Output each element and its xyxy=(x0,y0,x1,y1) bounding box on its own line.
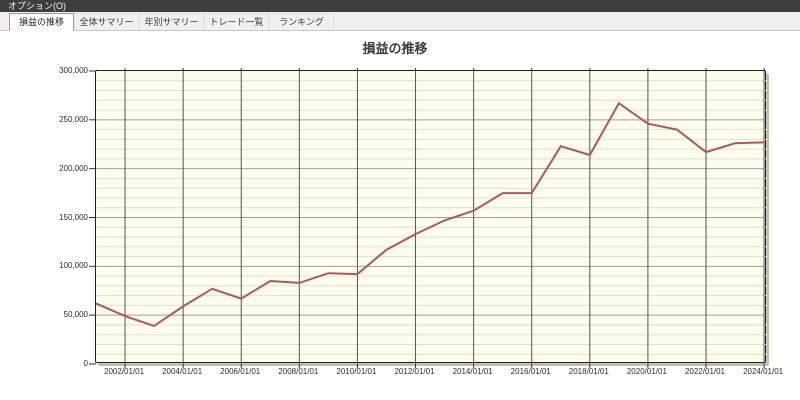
x-axis-tick-label: 2022/01/01 xyxy=(684,367,726,376)
profit-loss-series-line xyxy=(95,101,765,328)
x-axis-tick-label: 2024/01/01 xyxy=(743,367,784,376)
tab-yearly-summary[interactable]: 年別サマリー xyxy=(139,13,204,30)
tab-strip: 損益の推移 全体サマリー 年別サマリー トレード一覧 ランキング xyxy=(0,12,800,31)
x-axis-tick-label: 2018/01/01 xyxy=(568,367,609,376)
y-axis-tick-label: 150,000 xyxy=(59,212,88,222)
menu-bar: オプション(O) xyxy=(0,0,800,12)
profit-loss-line-chart xyxy=(89,68,767,368)
x-axis-tick-label: 2020/01/01 xyxy=(626,367,667,376)
x-axis-tick-label: 2010/01/01 xyxy=(336,367,377,376)
y-axis-tick-label: 50,000 xyxy=(63,310,88,320)
x-axis-tick-label: 2016/01/01 xyxy=(510,367,551,376)
chart-title: 損益の推移 xyxy=(362,41,428,56)
y-axis-tick-label: 200,000 xyxy=(59,163,88,173)
x-axis-tick-label: 2008/01/01 xyxy=(278,367,319,376)
y-axis-tick-label: 250,000 xyxy=(59,114,88,124)
x-axis-tick-label: 2004/01/01 xyxy=(162,367,203,376)
y-axis-tick-label: 0 xyxy=(83,359,88,368)
x-axis-tick-label: 2014/01/01 xyxy=(452,367,493,376)
tab-profit-loss-transition[interactable]: 損益の推移 xyxy=(9,13,74,31)
menu-item-options[interactable]: オプション(O) xyxy=(8,1,66,11)
y-axis-tick-label: 100,000 xyxy=(59,261,88,271)
x-axis-tick-label: 2006/01/01 xyxy=(220,367,261,376)
y-axis-tick-label: 300,000 xyxy=(59,66,88,75)
tab-trade-list[interactable]: トレード一覧 xyxy=(204,13,269,30)
tab-overall-summary[interactable]: 全体サマリー xyxy=(74,13,139,30)
x-axis-tick-label: 2002/01/01 xyxy=(104,367,145,376)
tab-ranking[interactable]: ランキング xyxy=(269,13,334,30)
x-axis-tick-label: 2012/01/01 xyxy=(394,367,435,376)
